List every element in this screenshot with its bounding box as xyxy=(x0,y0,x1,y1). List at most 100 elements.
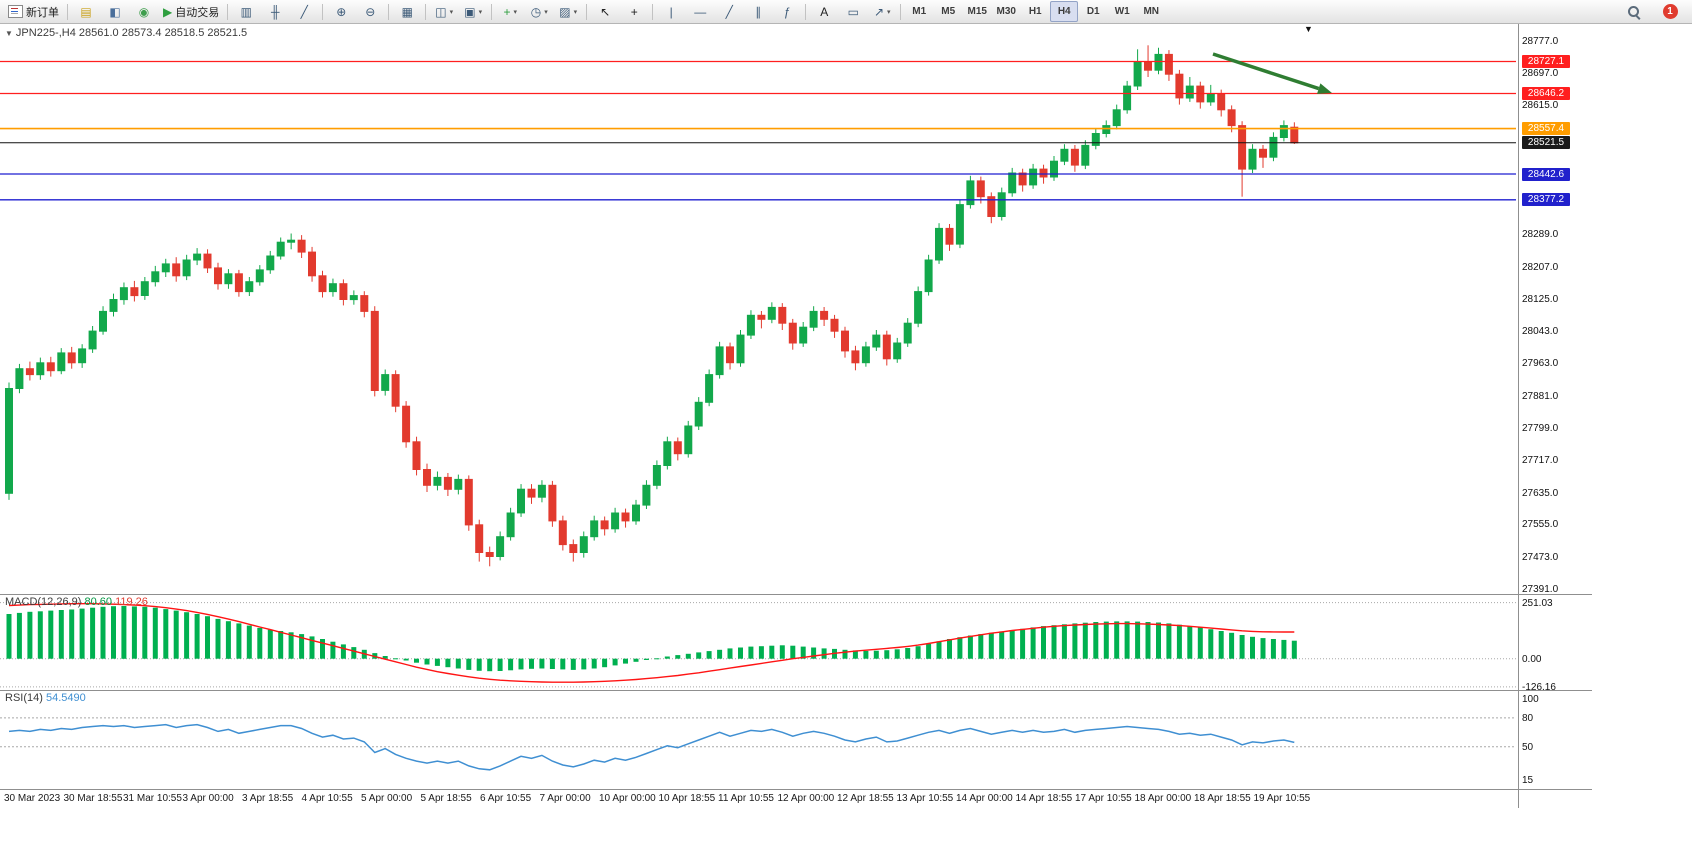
macd-label: MACD(12,26,9) 80.60 119.26 xyxy=(5,596,148,608)
time-axis-label: 3 Apr 18:55 xyxy=(242,793,294,804)
time-axis-label: 5 Apr 00:00 xyxy=(361,793,413,804)
notifications-button[interactable]: 1 xyxy=(1656,1,1684,22)
symbol-dropdown-icon: ▼ xyxy=(5,29,13,38)
price-axis-label: 28125.0 xyxy=(1522,294,1559,305)
add-indicator-button[interactable]: + ▾ xyxy=(496,1,524,22)
rsi-axis-label: 100 xyxy=(1522,693,1539,705)
period-clock-button[interactable]: ◷ ▾ xyxy=(525,1,553,22)
template-button[interactable]: ▨ ▾ xyxy=(554,1,582,22)
price-axis-label: 27635.0 xyxy=(1522,487,1559,499)
timeframe-m1-button[interactable]: M1 xyxy=(905,1,933,22)
period-clock-icon: ◷ xyxy=(530,4,542,19)
zoom-out-button[interactable]: ⊖ xyxy=(356,1,384,22)
price-axis-label: 28289.0 xyxy=(1522,229,1559,241)
text-button[interactable]: A xyxy=(810,1,838,22)
navigator-icon: ◉ xyxy=(138,4,150,19)
trend-arrow-head xyxy=(1317,83,1332,94)
text-icon: A xyxy=(820,4,829,19)
market-watch-button[interactable]: ▤ xyxy=(72,1,100,22)
price-axis[interactable]: 28777.0 28727.1 28697.0 28646.2 28615.0 28557… xyxy=(1520,24,1590,596)
timeframe-m15-button-label: M15 xyxy=(967,6,987,17)
autotrading-button[interactable]: ▶ 自动交易 xyxy=(159,1,223,22)
timeframe-m15-button[interactable]: M15 xyxy=(963,1,991,22)
panel-separator[interactable] xyxy=(0,690,1592,691)
timeframe-d1-button[interactable]: D1 xyxy=(1079,1,1107,22)
search-button[interactable] xyxy=(1620,1,1648,22)
zoom-out-icon: ⊖ xyxy=(365,4,376,19)
dropdown-caret-icon: ▾ xyxy=(478,8,483,16)
time-axis-label: 31 Mar 10:55 xyxy=(123,793,182,804)
bar-chart-button[interactable]: ▥ xyxy=(232,1,260,22)
panel-separator[interactable] xyxy=(0,789,1592,790)
candlestick-chart-button[interactable]: ╫ xyxy=(261,1,289,22)
timeframe-h1-button[interactable]: H1 xyxy=(1021,1,1049,22)
price-axis-label: 27391.0 xyxy=(1522,584,1559,596)
dropdown-caret-icon: ▾ xyxy=(887,8,891,16)
candlestick-chart xyxy=(0,45,1516,567)
toolbar-separator xyxy=(652,3,654,20)
tile-windows-icon: ▦ xyxy=(401,4,413,19)
time-axis-label: 30 Mar 2023 xyxy=(4,793,61,804)
trend-arrow[interactable] xyxy=(1212,52,1320,91)
channel-button[interactable]: ∥ xyxy=(744,1,772,22)
crosshair-button[interactable]: + xyxy=(620,1,648,22)
channel-icon: ∥ xyxy=(755,4,762,19)
time-axis-label: 13 Apr 10:55 xyxy=(896,793,954,804)
indicator-window-button[interactable]: ◫ ▾ xyxy=(430,1,458,22)
dropdown-caret-icon: ▾ xyxy=(573,8,578,16)
main-chart[interactable]: ▼ JPN225-,H4 28561.0 28573.4 28518.5 2852… xyxy=(0,24,1516,594)
new-order-button[interactable]: 新订单 xyxy=(4,1,63,22)
timeframe-mn-button-label: MN xyxy=(1143,6,1160,17)
trendline-button[interactable]: ╱ xyxy=(715,1,743,22)
cursor-button[interactable]: ↖ xyxy=(591,1,619,22)
chart-scroll-marker-icon[interactable]: ▼ xyxy=(1304,24,1313,34)
macd-axis: 251.03 0.00 -126.16 xyxy=(1520,595,1590,693)
line-chart-button[interactable]: ╱ xyxy=(290,1,318,22)
price-badge: 28557.4 xyxy=(1522,122,1570,136)
timeframe-h4-button-label: H4 xyxy=(1057,6,1071,17)
time-axis-label: 11 Apr 10:55 xyxy=(718,793,774,804)
price-badge: 28442.6 xyxy=(1522,167,1570,181)
timeframe-m30-button[interactable]: M30 xyxy=(992,1,1020,22)
time-axis-label: 14 Apr 00:00 xyxy=(956,793,1013,804)
horizontal-line-icon: — xyxy=(694,4,707,19)
price-axis-label: 28697.0 xyxy=(1522,67,1559,79)
timeframe-m5-button[interactable]: M5 xyxy=(934,1,962,22)
objects-window-button[interactable]: ▣ ▾ xyxy=(459,1,487,22)
timeframe-h4-button[interactable]: H4 xyxy=(1050,1,1079,22)
price-axis-label: 27717.0 xyxy=(1522,455,1559,467)
time-axis-label: 17 Apr 10:55 xyxy=(1075,793,1132,804)
timeframe-w1-button-label: W1 xyxy=(1114,6,1130,17)
price-axis-label: 28207.0 xyxy=(1522,261,1559,273)
indicator-window-icon: ◫ xyxy=(435,4,447,19)
time-axis-label: 10 Apr 18:55 xyxy=(658,793,716,804)
rsi-name: RSI(14) xyxy=(5,692,43,704)
text-label-button[interactable]: ▭ xyxy=(839,1,867,22)
time-axis[interactable]: 30 Mar 2023 30 Mar 18:55 31 Mar 10:55 3 Apr… xyxy=(0,790,1516,808)
vertical-line-button[interactable]: | xyxy=(657,1,685,22)
data-window-button[interactable]: ◧ xyxy=(101,1,129,22)
fibonacci-button[interactable]: ƒ xyxy=(773,1,801,22)
arrows-list-button[interactable]: ↗ ▾ xyxy=(868,1,896,22)
ohlc-close: 28521.5 xyxy=(207,27,248,39)
horizontal-line-button[interactable]: — xyxy=(686,1,714,22)
tile-windows-button[interactable]: ▦ xyxy=(393,1,421,22)
timeframe-mn-button[interactable]: MN xyxy=(1137,1,1165,22)
macd-name: MACD(12,26,9) xyxy=(5,596,82,608)
neworder-icon xyxy=(8,5,23,18)
dropdown-caret-icon: ▾ xyxy=(513,8,517,16)
time-axis-label: 30 Mar 18:55 xyxy=(63,793,123,804)
price-axis-label: 27881.0 xyxy=(1522,390,1559,402)
timeframe-h1-button-label: H1 xyxy=(1028,6,1042,17)
timeframe-d1-button-label: D1 xyxy=(1086,6,1100,17)
time-axis-label: 18 Apr 00:00 xyxy=(1134,793,1192,804)
panel-separator[interactable] xyxy=(0,594,1592,595)
macd-histogram xyxy=(6,606,1297,672)
navigator-button[interactable]: ◉ xyxy=(130,1,158,22)
new-order-button-label: 新订单 xyxy=(26,6,59,19)
dropdown-caret-icon: ▾ xyxy=(449,8,454,16)
toolbar-separator xyxy=(491,3,493,20)
timeframe-w1-button[interactable]: W1 xyxy=(1108,1,1136,22)
zoom-in-button[interactable]: ⊕ xyxy=(327,1,355,22)
ohlc-high: 28573.4 xyxy=(121,27,162,39)
